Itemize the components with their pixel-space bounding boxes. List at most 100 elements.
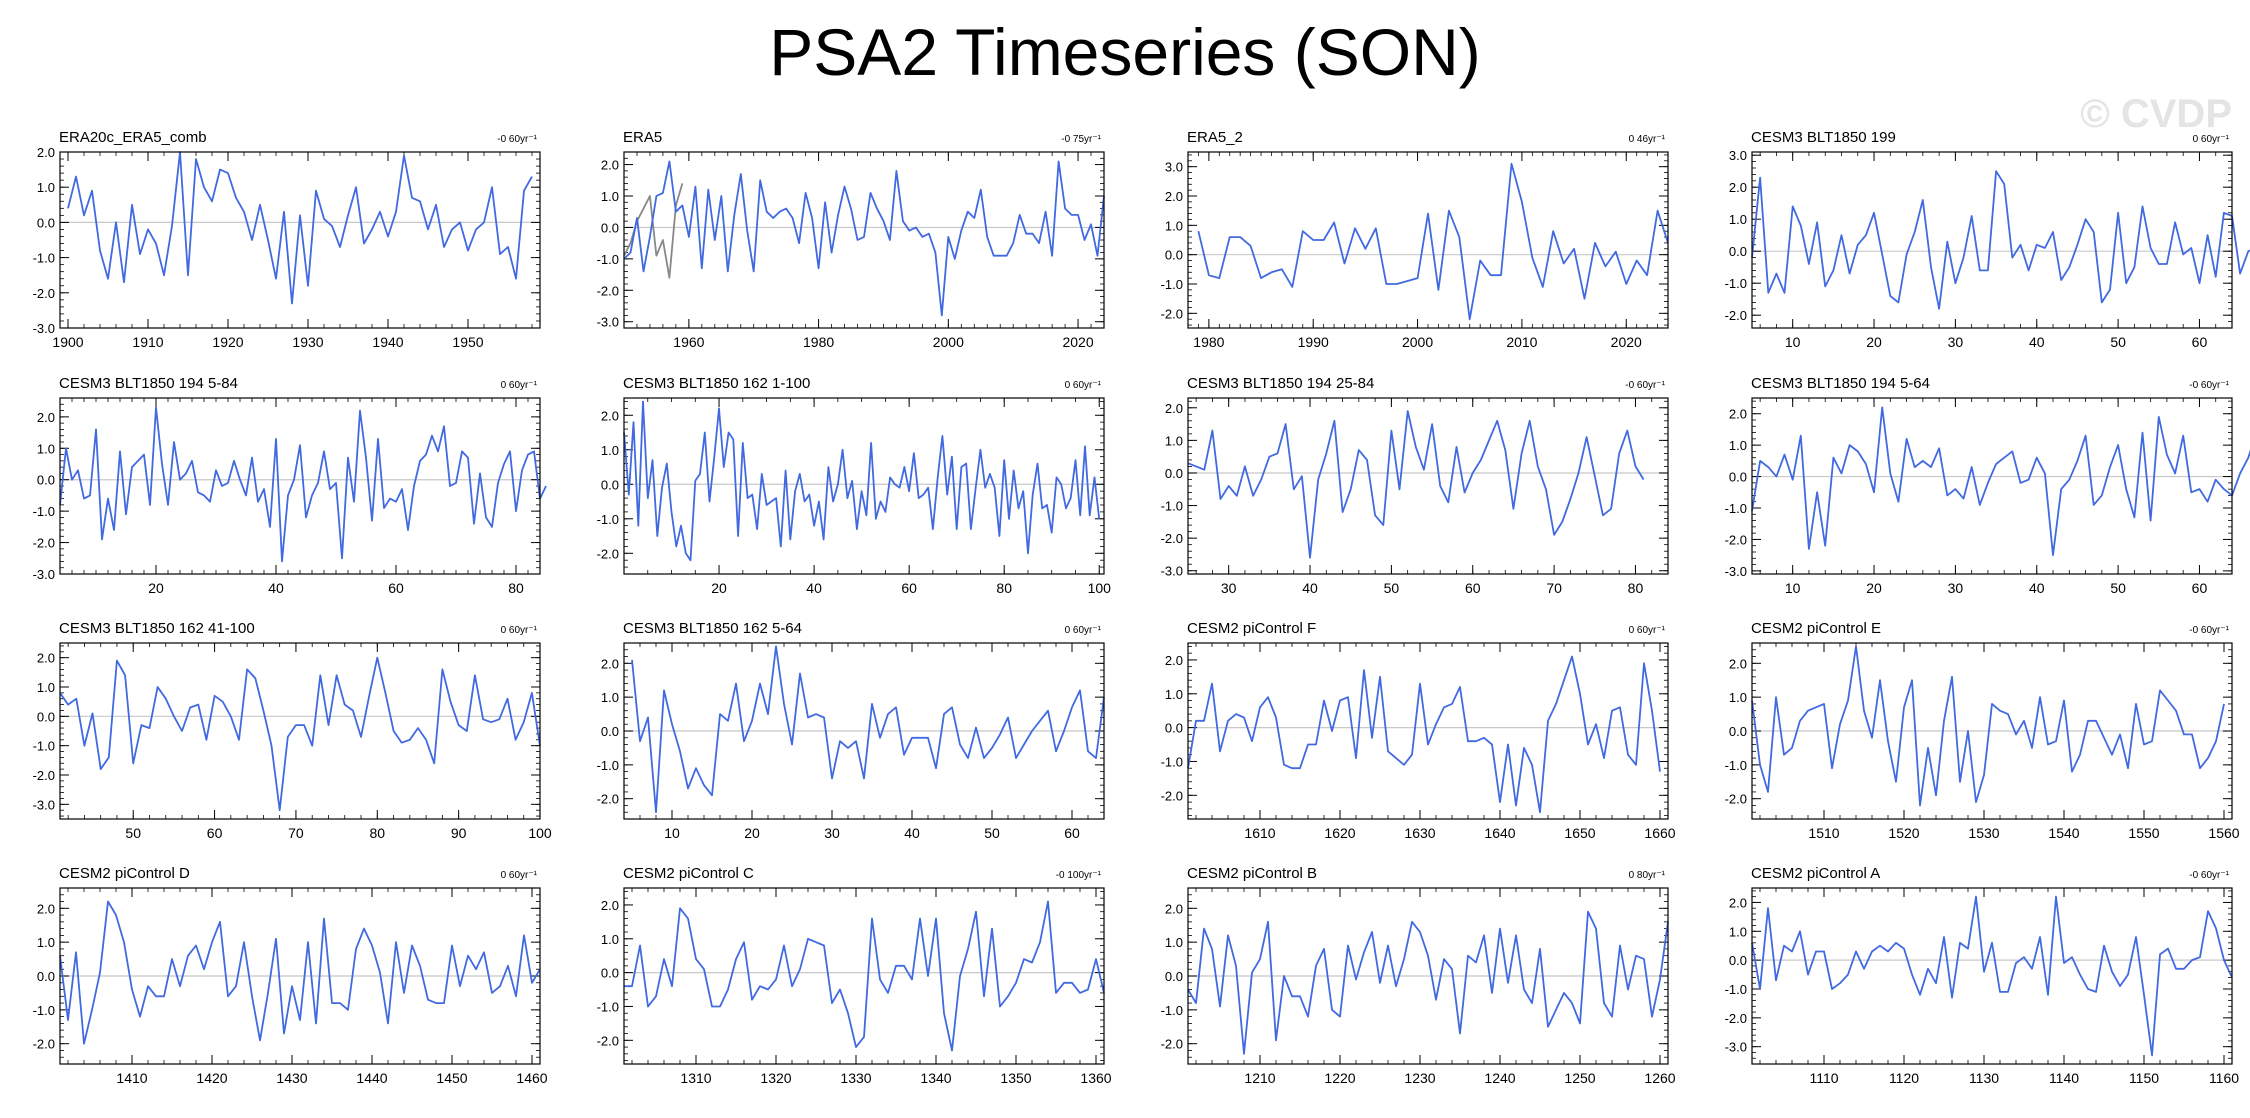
- y-tick-label: 1.0: [1729, 690, 1747, 705]
- series-line: [1751, 170, 2250, 310]
- series-line: [623, 160, 1105, 317]
- y-tick-label: -1.0: [1161, 277, 1183, 292]
- y-tick-label: 2.0: [1165, 653, 1183, 668]
- y-tick-label: -2.0: [597, 283, 619, 298]
- panel-12: CESM2 piControl D 0 60yr⁻¹ -2.0 -1.0 0.0 1.0 2…: [33, 865, 548, 1086]
- x-tick-label: 1230: [1404, 1070, 1435, 1086]
- y-tick-label: -3.0: [33, 567, 55, 582]
- x-tick-label: 80: [1628, 580, 1644, 596]
- y-tick-label: -1.0: [1725, 758, 1747, 773]
- x-tick-label: 2000: [933, 334, 964, 350]
- panel-trend: 0 80yr⁻¹: [1629, 870, 1666, 881]
- plot-frame: [623, 887, 1105, 1065]
- plot-frame: [623, 397, 1105, 575]
- series-line: [1197, 162, 1669, 321]
- y-tick-label: -1.0: [597, 758, 619, 773]
- x-tick-label: 20: [1866, 334, 1882, 350]
- y-tick-label: -1.0: [1161, 1003, 1183, 1018]
- panel-trend: -0 60yr⁻¹: [2189, 625, 2229, 636]
- panel-6: CESM3 BLT1850 194 25-84 -0 60yr⁻¹ -3.0 -2.0…: [1161, 375, 1669, 596]
- panel-title: CESM3 BLT1850 194 5-84: [59, 375, 238, 392]
- y-tick-label: 2.0: [1729, 895, 1747, 910]
- panel-1: ERA5 -0 75yr⁻¹ -3.0 -2.0 -1.0 0.0 1.0 2.0 1960 19…: [597, 129, 1105, 350]
- y-tick-label: 2.0: [37, 901, 55, 916]
- y-tick-label: -1.0: [33, 504, 55, 519]
- x-tick-label: 2010: [1506, 334, 1537, 350]
- x-tick-label: 2020: [1611, 334, 1642, 350]
- x-tick-label: 1130: [1969, 1070, 1999, 1086]
- y-tick-label: -2.0: [1161, 531, 1183, 546]
- y-tick-label: -2.0: [597, 546, 619, 561]
- x-tick-label: 1510: [1808, 825, 1839, 841]
- y-tick-label: -1.0: [597, 999, 619, 1014]
- y-tick-label: 1.0: [1165, 687, 1183, 702]
- y-tick-label: 3.0: [1165, 160, 1183, 175]
- y-tick-label: 2.0: [601, 158, 619, 173]
- panel-trend: 0 60yr⁻¹: [1065, 625, 1102, 636]
- x-tick-label: 1520: [1888, 825, 1919, 841]
- panel-title: CESM3 BLT1850 162 1-100: [623, 375, 810, 392]
- plot-frame: [1187, 397, 1669, 575]
- y-tick-label: 0.0: [1165, 721, 1183, 736]
- series-line: [1751, 406, 2250, 556]
- x-tick-label: 60: [901, 580, 917, 596]
- y-tick-label: -2.0: [33, 286, 55, 301]
- panel-title: CESM3 BLT1850 162 41-100: [59, 620, 255, 637]
- plot-frame: [59, 397, 541, 575]
- y-tick-label: -2.0: [597, 792, 619, 807]
- y-tick-label: -1.0: [1161, 754, 1183, 769]
- y-tick-label: -3.0: [33, 797, 55, 812]
- panel-4: CESM3 BLT1850 194 5-84 0 60yr⁻¹ -3.0 -2.0 -1…: [33, 375, 547, 596]
- y-tick-label: 1.0: [1729, 924, 1747, 939]
- y-tick-label: 0.0: [1729, 953, 1747, 968]
- x-tick-label: 1360: [1080, 1070, 1111, 1086]
- x-tick-label: 40: [904, 825, 920, 841]
- x-tick-label: 10: [664, 825, 680, 841]
- y-tick-label: 0.0: [37, 709, 55, 724]
- y-tick-label: 1.0: [1165, 433, 1183, 448]
- plot-frame: [1751, 397, 2233, 575]
- panel-8: CESM3 BLT1850 162 41-100 0 60yr⁻¹ -3.0 -2.0…: [33, 620, 552, 841]
- x-tick-label: 60: [207, 825, 223, 841]
- x-tick-label: 1440: [356, 1070, 387, 1086]
- y-tick-label: 0.0: [1729, 724, 1747, 739]
- x-tick-label: 20: [711, 580, 727, 596]
- panel-trend: -0 60yr⁻¹: [1625, 380, 1665, 391]
- y-tick-label: 1.0: [1165, 218, 1183, 233]
- x-tick-label: 1330: [840, 1070, 871, 1086]
- y-tick-label: -2.0: [1725, 308, 1747, 323]
- x-tick-label: 1980: [803, 334, 834, 350]
- y-tick-label: 1.0: [1165, 935, 1183, 950]
- x-tick-label: 60: [2192, 580, 2208, 596]
- panel-trend: 0 60yr⁻¹: [1629, 625, 1666, 636]
- panel-9: CESM3 BLT1850 162 5-64 0 60yr⁻¹ -2.0 -1.0 0.…: [597, 620, 1105, 841]
- x-tick-label: 50: [2110, 334, 2126, 350]
- y-tick-label: -2.0: [33, 536, 55, 551]
- x-tick-label: 1920: [212, 334, 243, 350]
- y-tick-label: 1.0: [37, 180, 55, 195]
- y-tick-label: -1.0: [33, 251, 55, 266]
- panel-trend: -0 60yr⁻¹: [497, 134, 537, 145]
- panel-15: CESM2 piControl A -0 60yr⁻¹ -3.0 -2.0 -1.0 0.…: [1725, 865, 2240, 1086]
- x-tick-label: 50: [125, 825, 141, 841]
- y-tick-label: -1.0: [1725, 982, 1747, 997]
- panel-trend: -0 60yr⁻¹: [2189, 380, 2229, 391]
- y-tick-label: -1.0: [33, 739, 55, 754]
- x-tick-label: 1320: [760, 1070, 791, 1086]
- x-tick-label: 1210: [1244, 1070, 1275, 1086]
- y-tick-label: -3.0: [597, 315, 619, 330]
- x-tick-label: 1990: [1298, 334, 1329, 350]
- series-line: [59, 656, 541, 812]
- y-tick-label: 0.0: [37, 969, 55, 984]
- panel-title: CESM2 piControl C: [623, 865, 754, 882]
- x-tick-label: 30: [1948, 334, 1964, 350]
- y-tick-label: 2.0: [37, 651, 55, 666]
- plot-frame: [1187, 642, 1669, 820]
- x-tick-label: 1980: [1193, 334, 1224, 350]
- x-tick-label: 60: [1465, 580, 1481, 596]
- y-tick-label: -2.0: [33, 1037, 55, 1052]
- x-tick-label: 40: [1302, 580, 1318, 596]
- x-tick-label: 1240: [1484, 1070, 1515, 1086]
- panel-11: CESM2 piControl E -0 60yr⁻¹ -2.0 -1.0 0.0 1.0…: [1725, 620, 2240, 841]
